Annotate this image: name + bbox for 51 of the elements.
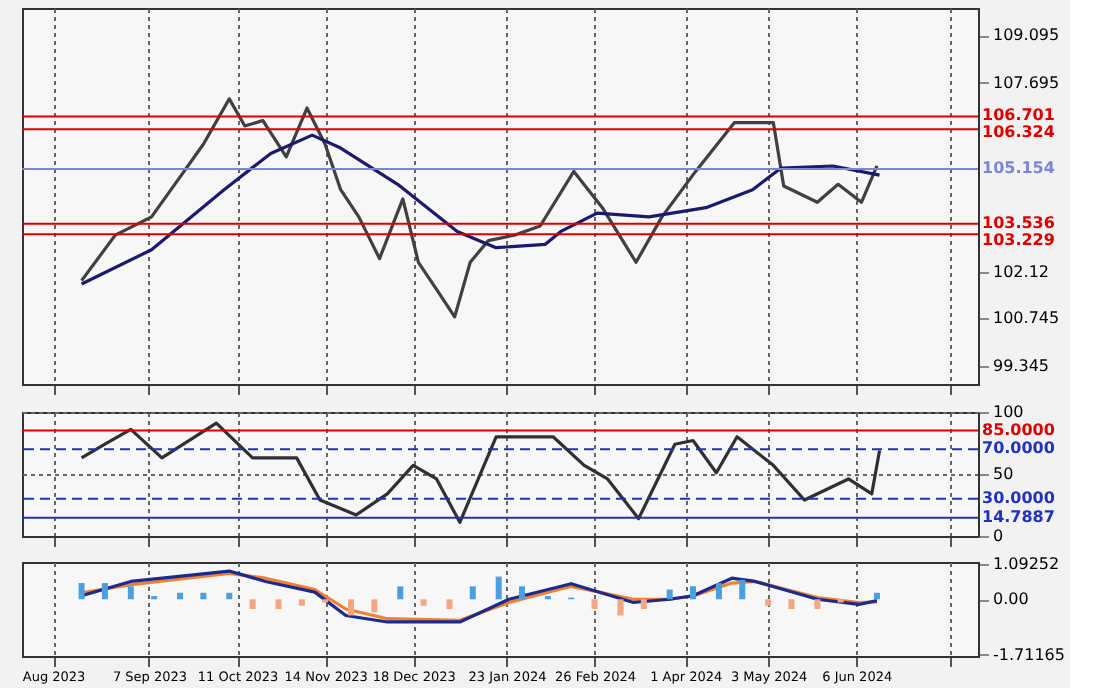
- bar: [275, 599, 282, 609]
- bar: [348, 599, 355, 616]
- y-tick-label: 109.095: [993, 26, 1060, 45]
- line-series: [79, 97, 879, 319]
- y-tick-label: 100.745: [993, 309, 1060, 328]
- bar: [690, 586, 697, 600]
- bar: [666, 589, 673, 600]
- y-tick-label: 99.345: [993, 356, 1049, 375]
- bar: [446, 599, 453, 609]
- bar: [371, 599, 378, 613]
- line-series: [79, 421, 882, 524]
- ref-line-label: 106.701: [982, 106, 1056, 125]
- bar: [519, 586, 526, 600]
- y-tick-label: 100: [993, 403, 1024, 421]
- ref-line-label: 103.229: [982, 230, 1056, 249]
- bar: [397, 586, 404, 600]
- y-tick-label: 0.00: [993, 590, 1029, 609]
- bar: [469, 586, 476, 600]
- bar: [200, 592, 207, 600]
- ref-line-label: 14.7887: [982, 507, 1055, 526]
- bar: [873, 592, 880, 600]
- bar: [101, 583, 108, 600]
- y-tick-label: -1.71165: [993, 645, 1065, 664]
- bar: [715, 583, 722, 600]
- ref-line-label: 70.0000: [982, 439, 1056, 458]
- bar: [788, 599, 795, 609]
- line-series: [79, 133, 882, 286]
- bar: [814, 599, 821, 609]
- bar: [127, 586, 134, 600]
- y-tick-label: 1.09252: [993, 554, 1060, 573]
- ref-line-label: 103.536: [982, 213, 1056, 232]
- bar: [640, 599, 647, 609]
- y-tick-label: 50: [993, 465, 1014, 483]
- ref-line-label: 105.154: [982, 158, 1056, 177]
- bar: [739, 579, 746, 600]
- bar: [226, 592, 233, 600]
- ref-line-label: 85.0000: [982, 420, 1056, 439]
- bar: [298, 599, 305, 606]
- ref-line-label: 106.324: [982, 123, 1056, 142]
- bar: [177, 592, 184, 600]
- bar: [495, 576, 502, 600]
- y-tick-label: 107.695: [993, 73, 1060, 92]
- bar: [617, 599, 624, 616]
- bar: [249, 599, 256, 609]
- bar: [591, 599, 598, 609]
- bar: [420, 599, 427, 606]
- y-tick-label: 102.12: [993, 262, 1049, 281]
- ref-line-label: 30.0000: [982, 488, 1056, 507]
- bar: [765, 599, 772, 606]
- y-tick-label: 0: [993, 527, 1004, 545]
- bar: [78, 583, 85, 600]
